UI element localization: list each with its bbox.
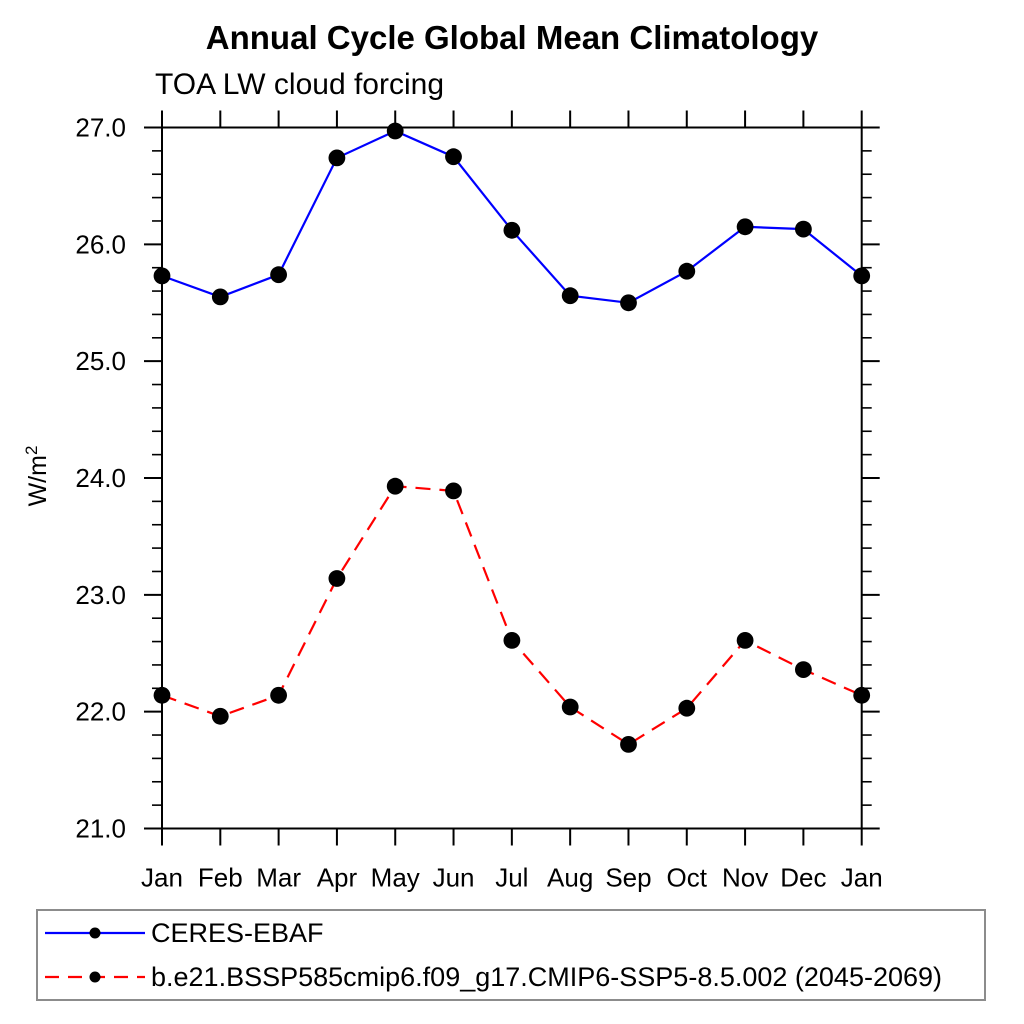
- data-point-marker-series0: [620, 294, 637, 312]
- data-point-marker-series1: [795, 661, 812, 678]
- y-axis-tick-label: 23.0: [75, 580, 126, 610]
- x-axis-tick-label: May: [371, 863, 420, 893]
- x-axis-tick-label: Jan: [841, 863, 883, 893]
- series-line-dashed: [161, 485, 863, 746]
- legend-entry-model: b.e21.BSSP585cmip6.f09_g17.CMIP6-SSP5-8.…: [38, 957, 984, 997]
- legend-label-model: b.e21.BSSP585cmip6.f09_g17.CMIP6-SSP5-8.…: [151, 961, 943, 992]
- x-axis-tick-label: Mar: [256, 863, 301, 893]
- y-axis-tick-label: 25.0: [75, 346, 126, 376]
- x-axis-tick-label: Oct: [667, 863, 708, 893]
- data-point-marker-series0: [445, 148, 462, 166]
- data-point-marker-series1: [736, 632, 754, 649]
- data-point-marker-series1: [386, 477, 404, 495]
- x-axis-tick-label: Jan: [141, 863, 183, 893]
- data-point-marker-series0: [328, 149, 346, 167]
- series-line-solid: [161, 129, 863, 304]
- y-axis-title-superscript: 2: [22, 446, 41, 455]
- y-axis-tick-label: 24.0: [75, 463, 126, 493]
- data-point-marker-series0: [503, 221, 521, 239]
- legend-label-observation: CERES-EBAF: [151, 917, 324, 948]
- x-axis-tick-label: Dec: [780, 863, 826, 893]
- legend-marker-dot: [89, 971, 101, 983]
- data-point-marker-series0: [386, 122, 404, 140]
- x-axis-tick-label: Aug: [547, 863, 593, 893]
- x-axis-tick-label: Apr: [317, 863, 358, 893]
- data-point-marker-series1: [678, 699, 696, 717]
- data-point-marker-series1: [153, 686, 171, 704]
- data-point-marker-series0: [153, 267, 171, 285]
- legend-entry-observation: CERES-EBAF: [38, 913, 984, 953]
- y-axis-tick-label: 26.0: [75, 229, 126, 259]
- legend-marker-dot: [89, 927, 101, 939]
- data-point-marker-series1: [561, 698, 579, 716]
- legend-sample-solid-line: [45, 927, 145, 939]
- x-axis-tick-label: Sep: [605, 863, 651, 893]
- data-point-marker-series0: [211, 288, 229, 306]
- data-point-marker-series0: [795, 220, 812, 238]
- legend-box: CERES-EBAF b.e21.BSSP585cmip6.f09_g17.CM…: [36, 909, 986, 1001]
- data-point-marker-series1: [445, 482, 462, 500]
- x-axis-tick-label: Feb: [198, 863, 243, 893]
- data-point-marker-series1: [853, 686, 871, 704]
- data-point-marker-series0: [736, 218, 754, 236]
- x-axis-tick-label: Nov: [722, 863, 768, 893]
- y-axis-tick-label: 22.0: [75, 697, 126, 727]
- data-point-marker-series0: [561, 287, 579, 305]
- chart-title: Annual Cycle Global Mean Climatology: [205, 19, 819, 56]
- data-point-marker-series1: [503, 632, 521, 649]
- data-point-marker-series1: [211, 707, 229, 725]
- data-point-marker-series1: [270, 686, 287, 704]
- chart-subtitle: TOA LW cloud forcing: [155, 68, 445, 101]
- y-axis-tick-label: 21.0: [75, 814, 126, 844]
- y-axis-title: W/m2: [22, 446, 52, 507]
- data-point-marker-series0: [270, 266, 287, 284]
- x-axis-tick-label: Jul: [495, 863, 528, 893]
- legend-sample-dashed-line: [45, 971, 145, 983]
- data-point-marker-series0: [853, 267, 871, 285]
- data-point-marker-series1: [328, 570, 346, 587]
- y-axis-tick-label: 27.0: [75, 113, 126, 143]
- data-point-marker-series0: [678, 262, 696, 280]
- data-point-marker-series1: [620, 736, 637, 753]
- x-axis-tick-label: Jun: [433, 863, 475, 893]
